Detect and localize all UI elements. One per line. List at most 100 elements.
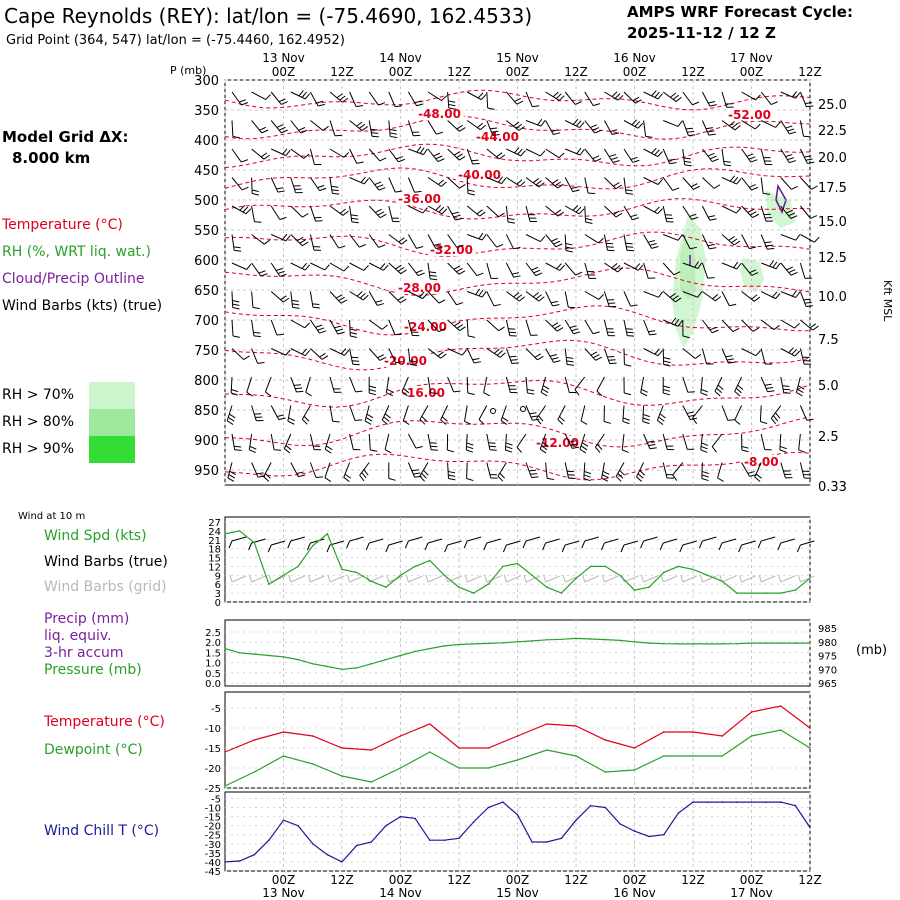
wind-barb-flag: [488, 442, 496, 444]
wind-barb-flag: [701, 470, 709, 474]
wind-barb-staff: [721, 120, 736, 131]
surface-wind-barb-grid: [329, 575, 345, 583]
calm-marker: [520, 406, 526, 412]
wind-barb-staff: [270, 405, 280, 420]
wind-barb-flag: [461, 349, 467, 356]
wind-barb-flag: [732, 327, 740, 333]
wind-barb-flag: [490, 127, 498, 130]
legend-windbarbs: Wind Barbs (kts) (true): [2, 298, 163, 314]
wind-barb: [447, 462, 456, 481]
dewpoint-line-point: [604, 771, 607, 773]
temperature-line-point: [341, 747, 343, 749]
wind-barb-staff: [226, 405, 233, 421]
wind-barb-staff: [516, 433, 527, 448]
wind-barb-flag: [263, 154, 270, 160]
wind-barb-staff: [741, 205, 753, 218]
pressure-line-point: [765, 642, 767, 644]
wind-barb-flag: [791, 348, 797, 355]
wind-barb: [251, 177, 260, 196]
wind-barb-staff: [407, 177, 416, 193]
temperature-line-point: [487, 747, 490, 749]
wind-barb-staff: [642, 405, 645, 422]
wind-barb-staff: [349, 348, 354, 365]
wind-barb: [623, 376, 632, 396]
wind-chill-line-point: [282, 819, 285, 821]
wind-barb: [407, 319, 420, 337]
wind-barb-flag: [421, 415, 428, 422]
wind-barb: [564, 376, 577, 393]
pressure-line-point: [399, 654, 402, 657]
wind-chill-line-point: [721, 801, 724, 803]
wind-barb-flag: [374, 181, 382, 186]
wind-barb-flag: [752, 327, 760, 332]
wind-ytick: 9: [215, 571, 221, 582]
wind-barb: [407, 433, 423, 449]
wind-barb: [760, 234, 775, 250]
wind-barb-staff: [329, 234, 339, 249]
wind-barb-flag: [515, 123, 523, 129]
wind-barb-flag: [692, 417, 698, 424]
wind-barb-flag: [630, 304, 638, 307]
wind-barb-staff: [545, 177, 558, 189]
wind-barb-staff: [407, 348, 411, 365]
wind-barb: [264, 376, 272, 397]
wind-barb: [643, 319, 657, 336]
wind-barb-staff: [447, 148, 460, 161]
dewpoint-line-point: [458, 767, 460, 769]
wind-barb-flag: [754, 123, 761, 130]
wind-barb-flag: [363, 178, 370, 185]
wind-barb-flag: [672, 295, 679, 301]
wind-barb-flag: [779, 445, 787, 450]
wind-barb-staff: [539, 433, 547, 450]
wind-barb-staff: [603, 319, 609, 336]
wind-barb-flag: [788, 347, 794, 354]
wind-barb-staff: [427, 319, 440, 333]
wind-barb-flag: [454, 321, 461, 327]
wind-barb: [721, 348, 736, 364]
wind-barb-staff: [329, 291, 342, 304]
surface-wind-barb-grid: [310, 575, 325, 583]
wind-barb-staff: [717, 462, 723, 479]
wind-barb-staff: [643, 205, 658, 215]
wind-barb-staff: [564, 348, 568, 365]
wind-barb-flag: [338, 296, 345, 302]
wind-barb-flag: [471, 159, 479, 162]
wind-barb-flag: [340, 348, 347, 355]
wind-barb-staff: [623, 148, 634, 163]
wind-barb: [290, 262, 311, 271]
wind-barb-staff: [309, 291, 314, 308]
wind-barb-staff: [309, 234, 315, 251]
surface-wind-barb-true-flag: [796, 544, 801, 553]
wind-barb-staff: [525, 205, 531, 222]
wind-barb-flag: [498, 326, 505, 332]
surface-wind-barb-true-flag: [365, 542, 370, 551]
surface-wind-barb-true-flag: [483, 542, 488, 551]
wind-barb-flag: [804, 155, 812, 158]
wind-barb-staff: [682, 433, 688, 450]
wind-barb-flag: [491, 130, 499, 133]
wind-barb-flag: [677, 234, 683, 241]
wind-barb: [721, 148, 732, 167]
wind-barb-flag: [625, 242, 633, 245]
wind-barb-flag: [786, 209, 793, 214]
wind-barb-staff: [536, 405, 547, 419]
wind-barb: [780, 148, 797, 164]
wind-barb-flag: [622, 420, 630, 425]
wind-barb-staff: [467, 291, 483, 298]
wind-barb-flag: [359, 292, 366, 299]
temperature-contour-label: -32.00: [430, 243, 473, 257]
wind-barb: [466, 348, 482, 364]
legend-pressure: Pressure (mb): [44, 662, 142, 678]
wind-barb-staff: [564, 234, 567, 251]
wind-barb: [329, 205, 349, 216]
wind-barb: [231, 177, 249, 191]
wind-barb-flag: [658, 416, 665, 422]
wind-barb-staff: [557, 405, 566, 420]
wind-barb: [525, 462, 539, 479]
wind-barb-flag: [418, 272, 425, 277]
surface-wind-barb-grid: [525, 575, 541, 583]
wind-barb-flag: [565, 246, 573, 249]
wind-barb-flag: [583, 477, 591, 482]
wind-barb-staff: [486, 462, 492, 479]
wind-barb: [595, 433, 605, 453]
